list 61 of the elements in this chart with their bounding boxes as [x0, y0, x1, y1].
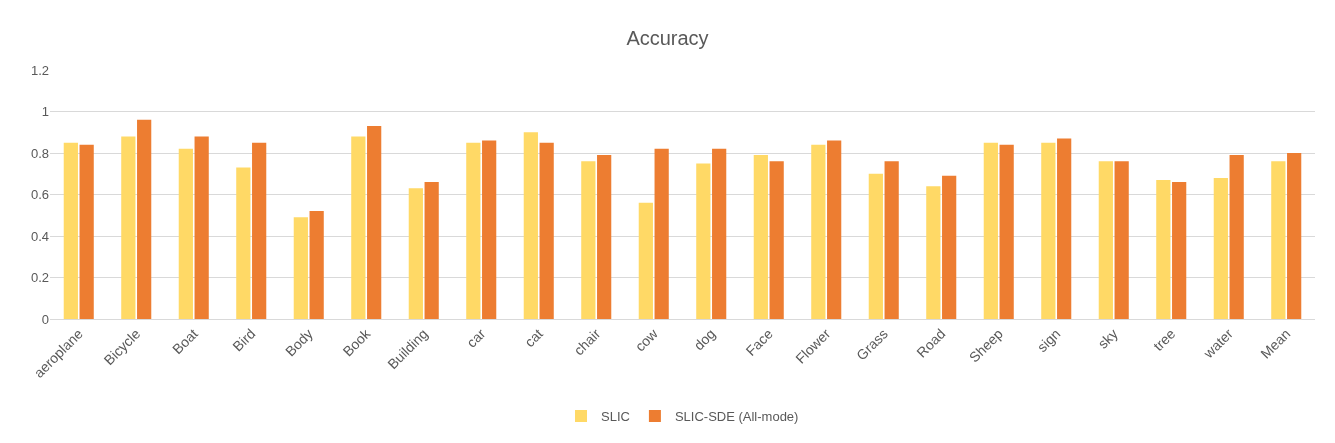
- legend-label: SLIC-SDE (All-mode): [674, 409, 799, 425]
- legend-label: SLIC: [601, 409, 630, 425]
- bar: [523, 132, 538, 319]
- x-tick-label: car: [463, 325, 489, 351]
- bar: [236, 167, 251, 319]
- y-tick-label: 0.8: [30, 145, 49, 161]
- y-tick-label: 0: [41, 311, 49, 327]
- bar: [194, 136, 209, 319]
- bar: [351, 136, 366, 319]
- y-tick-label: 0.2: [30, 270, 49, 286]
- bar: [1057, 138, 1072, 319]
- x-tick-label: dog: [690, 325, 719, 354]
- bar: [539, 142, 554, 319]
- bar: [983, 142, 998, 319]
- bar: [597, 155, 612, 319]
- bar: [1156, 179, 1171, 319]
- bar: [753, 155, 768, 319]
- bar: [696, 163, 711, 319]
- bar: [1287, 153, 1302, 319]
- bar: [926, 186, 941, 319]
- x-tick-label: tree: [1149, 325, 1179, 354]
- bar: [79, 144, 94, 319]
- bar: [408, 188, 423, 319]
- x-tick-label: sign: [1033, 325, 1064, 356]
- bar: [581, 161, 596, 319]
- x-tick-label: sky: [1094, 325, 1121, 352]
- bar: [309, 211, 324, 319]
- bar: [654, 148, 669, 319]
- bar: [884, 161, 899, 319]
- bar: [367, 126, 382, 319]
- bar: [868, 173, 883, 319]
- bar: [178, 148, 193, 319]
- bar: [1041, 142, 1056, 319]
- bar: [1229, 155, 1244, 319]
- bar: [137, 119, 152, 319]
- bar: [942, 175, 957, 319]
- x-tick-label: cow: [631, 324, 662, 355]
- y-tick-label: 0.6: [30, 187, 49, 203]
- chart-title: Accuracy: [626, 27, 709, 50]
- bar: [1114, 161, 1129, 319]
- bar: [827, 140, 842, 319]
- bar: [63, 142, 78, 319]
- bar: [252, 142, 267, 319]
- bar: [1213, 177, 1228, 319]
- bar: [121, 136, 136, 319]
- y-tick-label: 0.4: [30, 228, 49, 244]
- bar: [1098, 161, 1113, 319]
- bar: [466, 142, 481, 319]
- bar: [769, 161, 784, 319]
- bar: [482, 140, 497, 319]
- bar: [1271, 161, 1286, 319]
- bar: [1172, 182, 1187, 319]
- bar: [712, 148, 727, 319]
- bar: [638, 202, 653, 319]
- y-tick-label: 1: [41, 104, 49, 120]
- x-tick-label: cat: [521, 325, 546, 351]
- bar: [293, 217, 308, 319]
- bar: [424, 182, 439, 319]
- y-tick-label: 1.2: [30, 62, 49, 78]
- bar: [811, 144, 826, 319]
- bar: [999, 144, 1014, 319]
